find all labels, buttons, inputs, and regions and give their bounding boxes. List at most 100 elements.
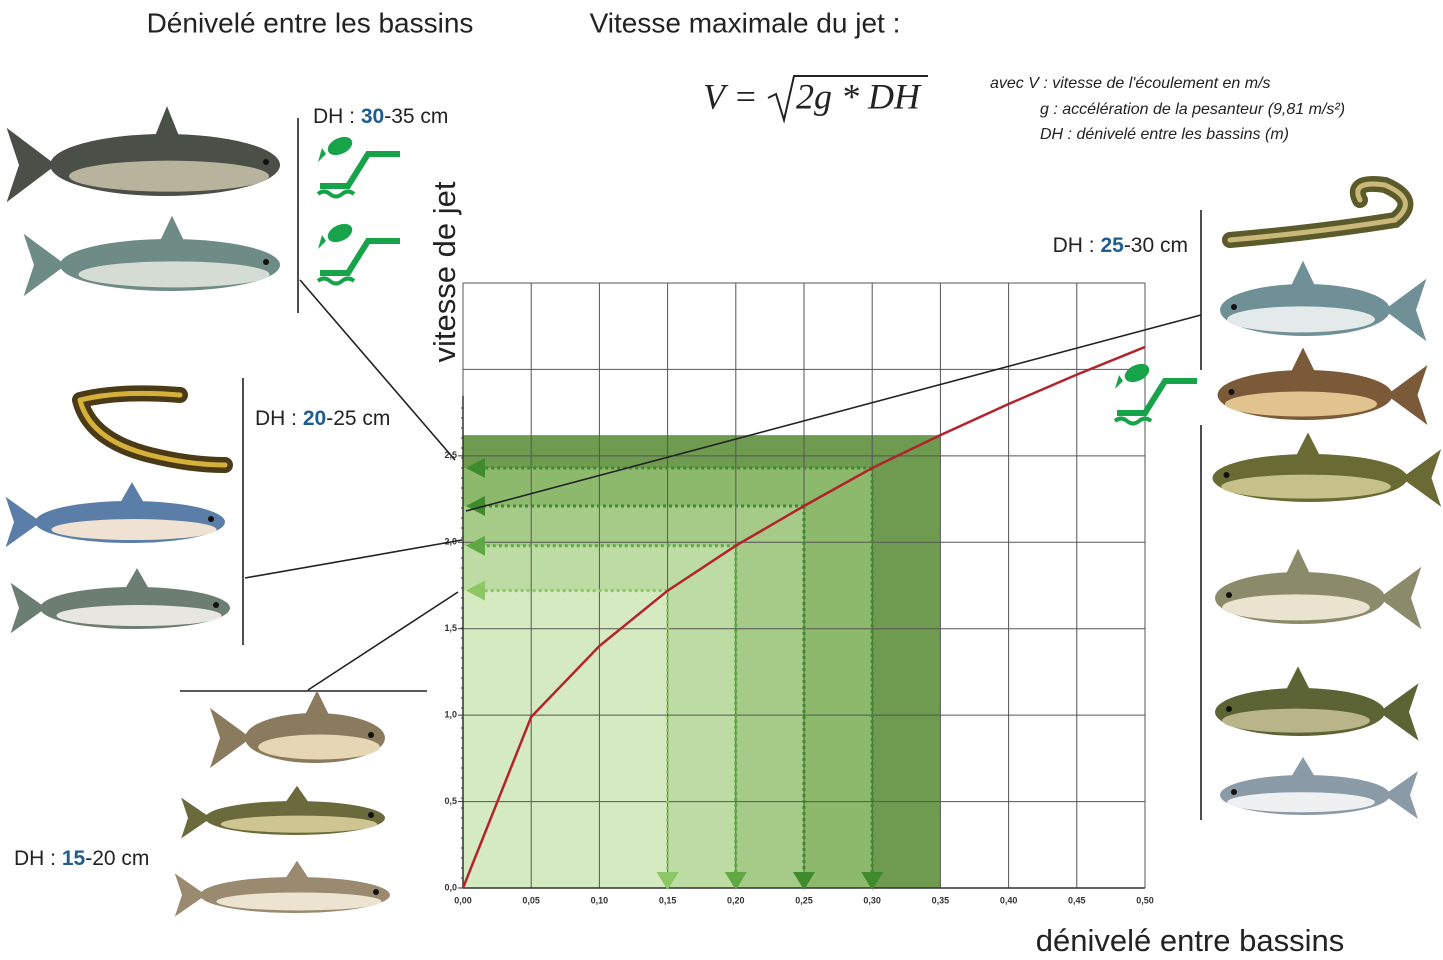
fish-illustration <box>175 861 390 917</box>
dh-prefix: DH : <box>255 407 303 430</box>
fish-eye <box>213 602 219 608</box>
fish-fin <box>285 861 309 879</box>
dh-rest: -35 cm <box>384 105 448 128</box>
x-tick-label: 0,25 <box>795 895 813 905</box>
fish-fin <box>1286 666 1310 690</box>
icon-fish <box>325 133 355 158</box>
shade-band <box>463 591 668 888</box>
fish-tail <box>210 708 251 768</box>
fish-illustration <box>24 216 280 297</box>
fish-eye <box>208 516 214 522</box>
fish-belly <box>1222 709 1370 733</box>
fish-belly <box>216 892 381 910</box>
fish-belly <box>69 161 269 192</box>
fish-illustration <box>1215 666 1419 740</box>
fish-eye <box>1224 472 1230 478</box>
icon-tail <box>318 235 326 249</box>
fish-eye <box>373 889 379 895</box>
fish-fin <box>1291 261 1315 286</box>
icon-water <box>318 279 354 284</box>
left-title: Dénivelé entre les bassins <box>147 7 474 38</box>
fish-belly <box>1227 306 1375 332</box>
formula-lhs: V = <box>703 76 758 116</box>
dh-rest: -25 cm <box>326 407 390 430</box>
fish-eye <box>1229 389 1235 395</box>
fish-fin <box>155 106 179 136</box>
y-tick-label: 1,0 <box>444 710 457 720</box>
fish-illustration <box>11 568 230 633</box>
fish-eye <box>368 732 374 738</box>
fish-fin <box>305 691 329 716</box>
x-tick-label: 0,35 <box>932 895 950 905</box>
icon-step <box>1117 381 1197 413</box>
x-tick-label: 0,15 <box>659 895 677 905</box>
note: avec V : vitesse de l'écoulement en m/s <box>990 75 1271 92</box>
fish-belly <box>78 261 269 287</box>
chart: 0,00,51,01,52,02,50,000,050,100,150,200,… <box>444 283 1153 905</box>
note: g : accélération de la pesanteur (9,81 m… <box>1040 101 1345 118</box>
dh-low: 25 <box>1100 234 1124 257</box>
dh-rest: -30 cm <box>1124 234 1188 257</box>
x-tick-label: 0,30 <box>863 895 881 905</box>
dh-label: DH : 15-20 cm <box>14 847 149 870</box>
fish-fin <box>120 482 144 503</box>
fish-fin <box>160 216 184 241</box>
fish-belly <box>1221 475 1391 499</box>
icon-fish <box>325 220 355 245</box>
icon-water <box>1115 419 1151 424</box>
fish-belly <box>51 519 216 540</box>
fish-eye <box>1226 592 1232 598</box>
x-tick-label: 0,45 <box>1068 895 1086 905</box>
icon-tail <box>1115 375 1123 389</box>
x-tick-label: 0,05 <box>522 895 540 905</box>
fish-pass-icon <box>318 220 400 283</box>
connector <box>308 592 458 690</box>
fish-fin <box>1291 757 1315 777</box>
x-tick-label: 0,50 <box>1136 895 1154 905</box>
fish-belly <box>258 735 380 760</box>
formula-radicand: 2g * DH <box>796 76 922 116</box>
connector <box>245 540 462 578</box>
fish-tail <box>7 128 56 202</box>
formula: V = 2g * DH <box>703 76 928 120</box>
dh-prefix: DH : <box>313 105 361 128</box>
fish-illustration <box>1220 757 1418 819</box>
x-tick-label: 0,40 <box>1000 895 1018 905</box>
fish-illustration <box>1215 549 1421 630</box>
fish-fin <box>285 786 309 803</box>
fish-illustration <box>6 482 225 547</box>
dh-label: DH : 25-30 cm <box>1053 234 1188 257</box>
y-axis-label: vitesse de jet <box>427 181 462 362</box>
fish-belly <box>1222 594 1370 620</box>
fish-illustration <box>1220 261 1426 342</box>
x-tick-label: 0,00 <box>454 895 472 905</box>
fish-eye <box>263 259 269 265</box>
fish-belly <box>221 816 378 833</box>
right-title: Vitesse maximale du jet : <box>590 7 901 38</box>
dh-label: DH : 20-25 cm <box>255 407 390 430</box>
fish-belly <box>56 605 221 626</box>
y-tick-label: 0,5 <box>444 796 457 806</box>
fish-illustration <box>210 691 385 769</box>
x-axis-label: dénivelé entre bassins <box>1036 923 1344 958</box>
fish-tail <box>1384 279 1426 341</box>
fish-fin <box>1286 549 1310 574</box>
fish-illustration <box>1213 432 1442 506</box>
dh-low: 15 <box>62 847 86 870</box>
dh-low: 20 <box>303 407 326 430</box>
fish-belly <box>1227 792 1375 812</box>
icon-step <box>320 154 400 186</box>
icon-water <box>318 192 354 197</box>
dh-rest: -20 cm <box>85 847 149 870</box>
fish-fin <box>1296 432 1320 456</box>
x-tick-label: 0,10 <box>591 895 609 905</box>
fish-belly <box>1225 392 1377 417</box>
dh-prefix: DH : <box>1053 234 1101 257</box>
fish-tail <box>24 234 66 296</box>
fish-eye <box>1226 706 1232 712</box>
fish-eye <box>1231 789 1237 795</box>
y-tick-label: 0,0 <box>444 882 457 892</box>
dh-prefix: DH : <box>14 847 62 870</box>
fish-illustration <box>7 106 280 202</box>
fish-tail <box>1387 365 1428 425</box>
